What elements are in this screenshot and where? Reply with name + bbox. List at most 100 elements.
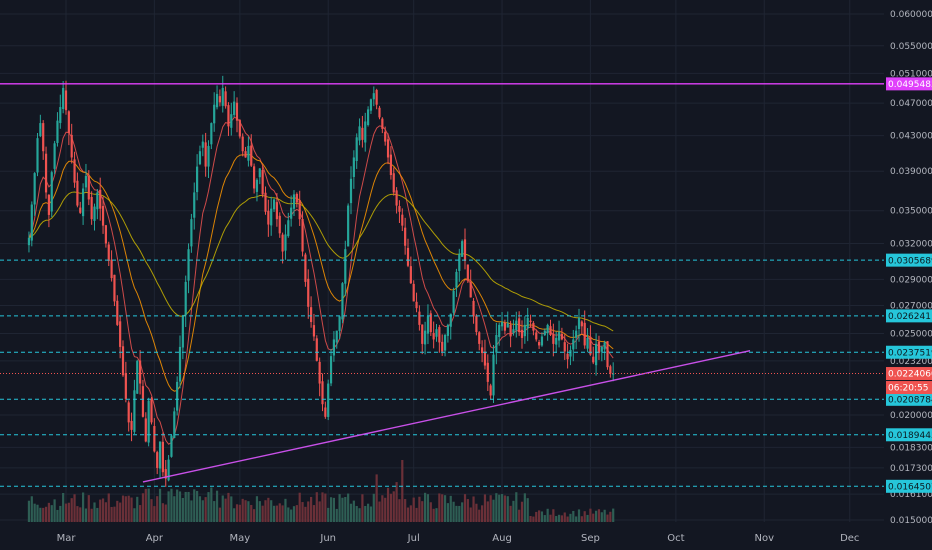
candle-body — [592, 356, 595, 363]
y-tick-label: 0.03500000 — [890, 207, 932, 217]
volume-bar — [378, 501, 381, 522]
candle — [358, 118, 361, 146]
candle-body — [42, 123, 45, 152]
candle-body — [472, 300, 475, 317]
candle — [381, 117, 384, 134]
candle-body — [116, 300, 119, 325]
candle-body — [93, 206, 96, 221]
candle — [321, 373, 324, 412]
volume-bar — [201, 500, 204, 522]
candle — [523, 316, 526, 344]
candle-body — [307, 278, 310, 307]
candle — [367, 106, 370, 127]
volume-bar — [233, 508, 236, 522]
y-tick-label: 0.05500000 — [890, 42, 932, 52]
candle — [586, 328, 589, 353]
volume-bar — [210, 487, 213, 522]
volume-bar — [589, 508, 592, 522]
candle-body — [338, 316, 341, 331]
volume-bar — [281, 505, 284, 522]
volume-bar — [586, 514, 589, 522]
candle — [84, 163, 88, 192]
candle — [230, 102, 233, 136]
x-tick-label: Nov — [754, 533, 774, 544]
candle — [79, 201, 82, 214]
volume-bar — [133, 508, 136, 522]
candle — [158, 441, 162, 479]
candle — [96, 188, 99, 220]
y-tick-label: 0.02500000 — [890, 330, 932, 340]
candle-body — [250, 145, 253, 166]
volume-bar — [603, 509, 606, 522]
volume-bar — [472, 496, 475, 522]
candle — [566, 343, 569, 369]
candle — [121, 340, 125, 377]
candle-body — [187, 249, 190, 281]
candle — [583, 310, 586, 349]
volume-bar — [506, 496, 509, 522]
volume-bar — [483, 494, 487, 522]
volume-bar — [563, 512, 566, 522]
candle-body — [82, 188, 85, 217]
candle — [557, 320, 561, 348]
candle-body — [609, 366, 612, 374]
volume-bar — [538, 510, 541, 522]
volume-bar — [312, 505, 316, 522]
volume-bar — [150, 499, 153, 522]
candle-body — [107, 244, 110, 261]
volume-bar — [101, 498, 105, 522]
x-tick-labels: Mar Apr May Jun Jul Aug Sep Oct Nov Dec — [57, 533, 860, 544]
candle-body — [404, 227, 407, 246]
y-tick-label: 0.06000000 — [890, 10, 932, 20]
candle — [406, 238, 410, 268]
candle — [62, 80, 65, 114]
volume-bar — [592, 513, 595, 522]
volume-bar — [509, 505, 512, 522]
candle — [492, 345, 495, 403]
candle-body — [352, 157, 355, 177]
candle-body — [563, 342, 566, 352]
candle — [612, 362, 615, 382]
candle — [53, 140, 56, 175]
volume-bar — [341, 497, 344, 522]
candle-body — [424, 330, 427, 345]
volume-bar — [33, 503, 36, 522]
volume-bar — [475, 503, 478, 522]
candle-body — [481, 347, 484, 354]
candle — [272, 198, 276, 212]
candle — [270, 196, 273, 236]
candle-body — [76, 180, 79, 206]
candle — [489, 383, 492, 400]
candle — [310, 296, 313, 328]
candle-body — [506, 323, 509, 328]
candle-body — [221, 87, 224, 106]
candle — [193, 182, 196, 230]
candle-body — [167, 459, 170, 481]
volume-bar — [612, 508, 615, 522]
candle-body — [358, 126, 361, 141]
candle — [597, 335, 601, 360]
candle — [512, 319, 515, 336]
candle-body — [178, 346, 182, 382]
level-badge-text: 0.01645078 — [888, 483, 932, 493]
y-tick-label: 0.04700000 — [890, 99, 932, 109]
candle — [429, 310, 432, 336]
candle — [603, 340, 606, 361]
volume-bar — [196, 490, 199, 522]
candle — [421, 324, 424, 355]
volume-bar — [332, 497, 335, 522]
candle-body — [224, 91, 227, 107]
volume-bar — [278, 503, 281, 522]
candle — [315, 335, 318, 362]
volume-bar — [415, 507, 418, 522]
volume-bar — [421, 501, 424, 522]
y-tick-label: 0.01500000 — [890, 516, 932, 526]
candle-body — [318, 361, 321, 384]
volume-bar — [575, 516, 578, 522]
candle-body — [538, 342, 541, 346]
candle — [386, 133, 390, 165]
volume-bar — [221, 495, 224, 522]
candle — [267, 199, 270, 237]
volume-bar — [104, 502, 107, 522]
